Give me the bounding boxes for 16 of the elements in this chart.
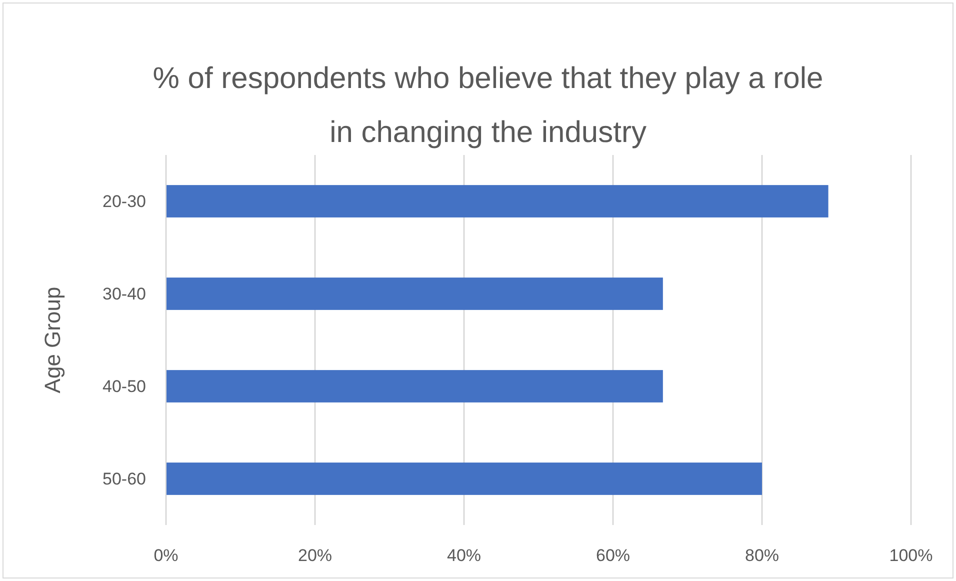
y-tick-label: 40-50: [102, 377, 146, 396]
chart-title: % of respondents who believe that they play a role in changing the industry: [152, 62, 824, 149]
x-tick-label: 100%: [889, 546, 933, 565]
bar: [166, 278, 663, 310]
bar: [166, 185, 828, 218]
y-tick-label: 50-60: [102, 470, 146, 489]
x-tick-label: 40%: [446, 546, 482, 565]
x-tick-label: 0%: [154, 546, 178, 565]
y-tick-label: 20-30: [102, 192, 146, 212]
x-tick-label: 60%: [596, 546, 630, 565]
bar: [166, 370, 663, 402]
x-tick-label: 80%: [744, 546, 780, 565]
y-tick-label: 30-40: [102, 284, 146, 304]
x-tick-label: 20%: [298, 546, 332, 565]
bar: [166, 462, 762, 495]
y-axis-title: Age Group: [40, 286, 65, 394]
